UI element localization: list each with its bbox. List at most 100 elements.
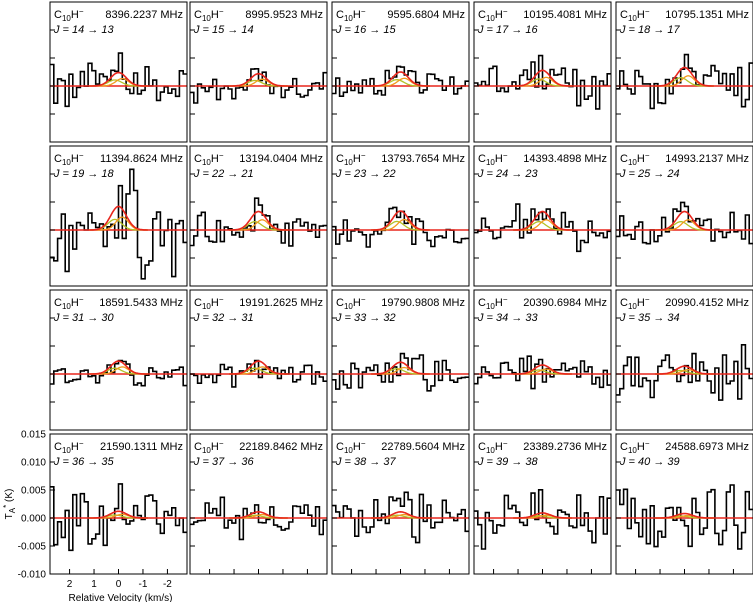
spectrum-panel: C10H− 22789.5604 MHz J = 38 → 37	[331, 433, 470, 575]
molecule-label: C10H−	[336, 439, 366, 455]
spectrum-panel: C10H− 10195.4081 MHz J = 17 → 16	[473, 1, 612, 143]
observed-spectrum	[190, 197, 327, 247]
transition-label: J = 40 → 39	[619, 456, 680, 468]
frequency-label: 22189.8462 MHz	[239, 441, 323, 453]
molecule-label: C10H−	[620, 295, 650, 311]
frequency-label: 11394.8624 MHz	[100, 153, 183, 165]
spectrum-panel: C10H− 14393.4898 MHz J = 24 → 23	[473, 145, 612, 287]
transition-label: J = 14 → 13	[53, 24, 115, 36]
spectrum-panel: C10H− 13793.7654 MHz J = 23 → 22	[331, 145, 470, 287]
spectrum-panel: C10H− 10795.1351 MHz J = 18 → 17	[615, 1, 753, 143]
molecule-label: C10H−	[336, 151, 366, 167]
observed-spectrum	[332, 491, 469, 544]
total-model-fit	[513, 69, 572, 87]
transition-label: J = 38 → 37	[335, 456, 397, 468]
frequency-label: 10195.4081 MHz	[523, 9, 607, 21]
hyperfine-component-fit	[513, 219, 572, 231]
y-tick-label: -0.005	[18, 542, 47, 553]
panel-frame	[615, 145, 753, 287]
frequency-label: 14393.4898 MHz	[523, 153, 607, 165]
spectrum-panel: C10H− 19191.2625 MHz J = 32 → 31	[189, 289, 328, 431]
total-model-fit	[655, 512, 714, 519]
frequency-label: 13793.7654 MHz	[381, 153, 465, 165]
molecule-label: C10H−	[620, 439, 650, 455]
x-axis-label: Relative Velocity (km/s)	[69, 593, 173, 602]
observed-spectrum	[616, 201, 753, 245]
x-tick-label: -1	[139, 579, 148, 590]
spectrum-panel: C10H− 8995.9523 MHz J = 15 → 14	[189, 1, 328, 143]
axes-layer: 0.015 0.010 0.005 0.000 -0.005 -0.010 2 1 0 -1 -2 R…	[2, 430, 172, 602]
frequency-label: 21590.1311 MHz	[100, 441, 183, 453]
total-model-fit	[229, 360, 288, 375]
molecule-label: C10H−	[194, 7, 224, 23]
total-model-fit	[371, 361, 430, 375]
total-model-fit	[513, 364, 572, 375]
transition-label: J = 33 → 32	[335, 312, 396, 324]
panel-frame	[331, 289, 470, 431]
frequency-label: 19191.2625 MHz	[239, 297, 323, 309]
observed-spectrum	[616, 344, 753, 401]
frequency-label: 13194.0404 MHz	[239, 153, 323, 165]
frequency-label: 20990.4152 MHz	[665, 297, 749, 309]
panel-frame	[189, 145, 328, 287]
frequency-label: 22789.5604 MHz	[381, 441, 465, 453]
panel-frame	[615, 289, 753, 431]
spectrum-panel: C10H− 13194.0404 MHz J = 22 → 21	[189, 145, 328, 287]
panel-frame	[615, 1, 753, 143]
molecule-label: C10H−	[478, 151, 508, 167]
hyperfine-component-fit	[229, 219, 288, 231]
transition-label: J = 36 → 35	[53, 456, 115, 468]
molecule-label: C10H−	[54, 439, 84, 455]
frequency-label: 8995.9523 MHz	[245, 9, 323, 21]
frequency-label: 20390.6984 MHz	[523, 297, 607, 309]
spectrum-panel: C10H− 9595.6804 MHz J = 16 → 15	[331, 1, 470, 143]
frequency-label: 14993.2137 MHz	[665, 153, 749, 165]
transition-label: J = 22 → 21	[193, 168, 254, 180]
total-model-fit	[655, 210, 714, 231]
y-tick-label: 0.005	[21, 486, 46, 497]
spectrum-panel: C10H− 22189.8462 MHz J = 37 → 36	[189, 433, 328, 575]
transition-label: J = 31 → 30	[53, 312, 115, 324]
observed-spectrum	[332, 65, 469, 97]
observed-spectrum	[332, 352, 469, 392]
panel-frame	[189, 289, 328, 431]
transition-label: J = 35 → 34	[619, 312, 680, 324]
observed-spectrum	[50, 168, 187, 280]
observed-spectrum	[50, 359, 187, 387]
observed-spectrum	[474, 355, 611, 390]
panel-frame	[49, 1, 188, 143]
observed-spectrum	[474, 203, 611, 253]
total-model-fit	[229, 210, 288, 231]
molecule-label: C10H−	[478, 295, 508, 311]
molecule-label: C10H−	[478, 7, 508, 23]
spectrum-panel: C10H− 18591.5433 MHz J = 31 → 30	[49, 289, 188, 431]
observed-spectrum	[474, 489, 611, 550]
spectrum-panel: C10H− 21590.1311 MHz J = 36 → 35	[49, 433, 188, 575]
spectrum-panel: C10H− 23389.2736 MHz J = 39 → 38	[473, 433, 612, 575]
frequency-label: 19790.9808 MHz	[381, 297, 465, 309]
panel-frame	[473, 145, 612, 287]
transition-label: J = 39 → 38	[477, 456, 539, 468]
molecule-label: C10H−	[620, 151, 650, 167]
transition-label: J = 17 → 16	[477, 24, 539, 36]
total-model-fit	[229, 510, 288, 519]
total-model-fit	[89, 510, 148, 519]
panel-frame	[189, 1, 328, 143]
molecule-label: C10H−	[336, 295, 366, 311]
transition-label: J = 24 → 23	[477, 168, 539, 180]
panel-frame	[49, 145, 188, 287]
total-model-fit	[229, 72, 288, 87]
molecule-label: C10H−	[194, 295, 224, 311]
observed-spectrum	[190, 496, 327, 541]
frequency-label: 18591.5433 MHz	[99, 297, 183, 309]
y-tick-label: -0.010	[18, 570, 47, 581]
observed-spectrum	[50, 52, 187, 108]
molecule-label: C10H−	[478, 439, 508, 455]
molecule-label: C10H−	[54, 7, 84, 23]
y-axis-label: TA* (K)	[2, 489, 17, 520]
spectrum-panel: C10H− 20390.6984 MHz J = 34 → 33	[473, 289, 612, 431]
transition-label: J = 25 → 24	[619, 168, 680, 180]
molecule-label: C10H−	[620, 7, 650, 23]
y-tick-label: 0.015	[21, 430, 46, 441]
